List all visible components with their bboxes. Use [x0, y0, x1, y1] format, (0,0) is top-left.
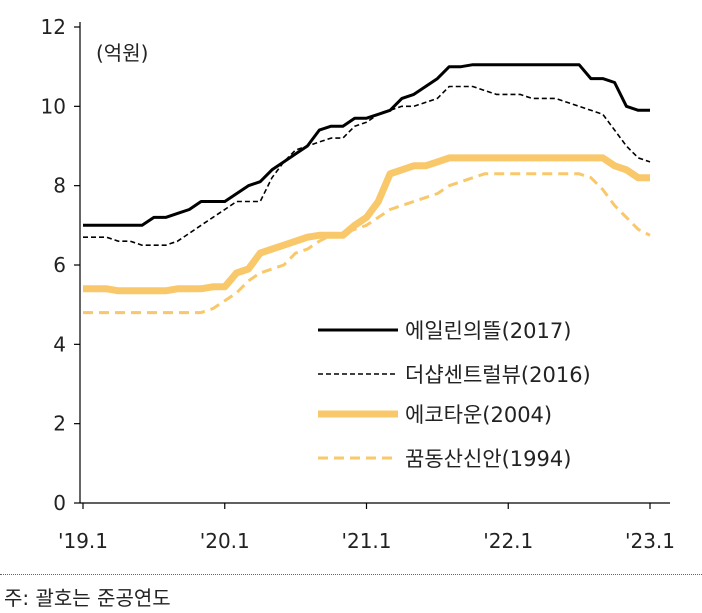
x-tick-label: '22.1 [483, 529, 533, 553]
footnote: 주: 괄호는 준공연도 [4, 586, 171, 610]
series-line-4 [83, 172, 651, 315]
x-tick-label: '19.1 [58, 529, 108, 553]
series-line-2 [83, 85, 651, 246]
axes [79, 22, 670, 504]
series-line-3 [83, 154, 650, 295]
x-tick-label: '21.1 [341, 529, 391, 553]
legend-label-4: 꿈동산신안(1994) [405, 447, 571, 471]
y-tick-label: 6 [53, 253, 66, 277]
y-tick-label: 0 [53, 491, 66, 515]
y-tick-label: 12 [41, 15, 66, 39]
series-line-1 [83, 63, 650, 227]
y-tick-label: 4 [53, 332, 66, 356]
x-tick-label: '20.1 [200, 529, 250, 553]
x-tick-label: '23.1 [625, 529, 675, 553]
note-divider [0, 574, 702, 575]
legend-label-2: 더샵센트럴뷰(2016) [405, 363, 591, 387]
y-axis-ticks: 0 2 4 6 8 10 12 [41, 15, 80, 515]
unit-label: (억원) [96, 41, 148, 65]
line-chart: 0 2 4 6 8 10 12 '19.1 '20.1 '21.1 '22.1 '23.1 (억원)… [41, 15, 675, 553]
x-axis-ticks: '19.1 '20.1 '21.1 '22.1 '23.1 [58, 503, 675, 553]
y-tick-label: 8 [53, 174, 66, 198]
y-tick-label: 2 [53, 412, 66, 436]
legend-label-1: 에일린의뜰(2017) [405, 319, 571, 343]
y-tick-label: 10 [41, 94, 66, 118]
series-lines [83, 63, 651, 315]
legend: 에일린의뜰(2017) 더샵센트럴뷰(2016) 에코타운(2004) 꿈동산신안(1… [318, 319, 591, 471]
legend-label-3: 에코타운(2004) [405, 403, 552, 427]
